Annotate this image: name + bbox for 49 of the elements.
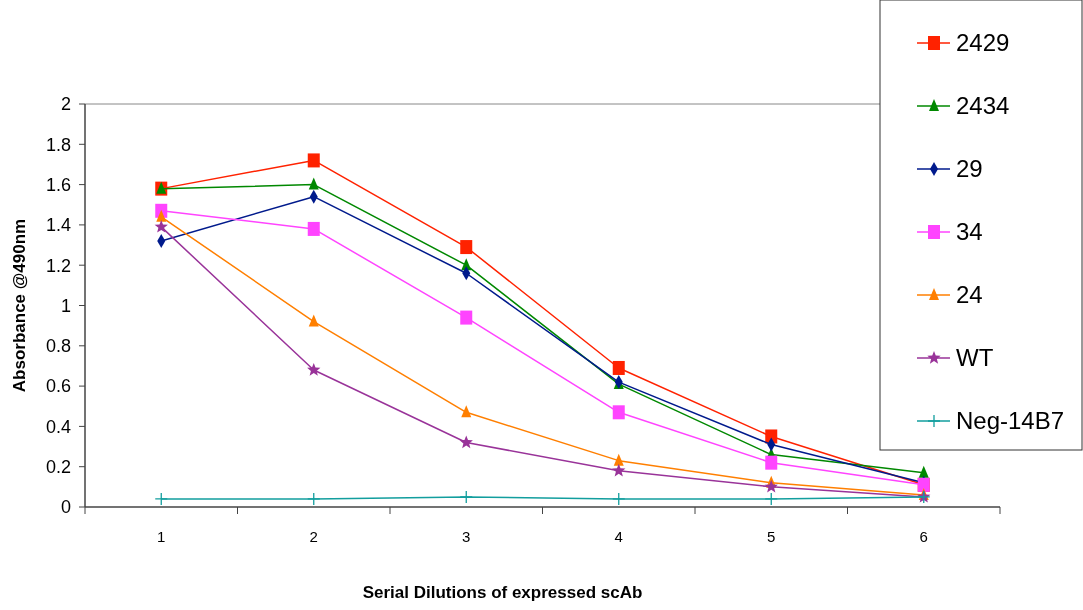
x-tick-label: 5 — [767, 528, 776, 545]
point — [308, 177, 319, 190]
y-tick-label: 0.2 — [45, 457, 71, 477]
legend-label: 24 — [956, 281, 983, 309]
y-tick-label: 1.6 — [45, 174, 71, 195]
point — [764, 479, 778, 493]
y-tick-label: 0.4 — [45, 416, 71, 437]
y-tick-label: 0 — [60, 497, 71, 518]
point — [154, 219, 168, 233]
point — [307, 362, 321, 376]
x-tick-label: 1 — [157, 528, 166, 545]
point — [765, 455, 778, 470]
y-tick-label: 2 — [60, 94, 71, 115]
legend-label: Neg-14B7 — [956, 407, 1065, 435]
point — [307, 492, 321, 506]
y-tick-label: 1 — [60, 295, 71, 316]
x-tick-label: 3 — [462, 528, 471, 545]
legend-label: 2434 — [956, 92, 1010, 120]
point — [459, 490, 473, 504]
x-tick-label: 2 — [309, 528, 318, 545]
y-tick-label: 1.2 — [45, 255, 71, 276]
point — [612, 492, 626, 506]
point — [764, 492, 778, 506]
point — [307, 221, 320, 236]
point — [460, 240, 473, 255]
y-tick-label: 1.8 — [45, 134, 71, 155]
point — [612, 360, 625, 375]
point — [308, 314, 319, 327]
y-tick-label: 0.6 — [45, 376, 71, 397]
point — [612, 405, 625, 420]
legend-label: WT — [956, 344, 994, 372]
legend-label: 29 — [956, 155, 983, 183]
point — [154, 492, 168, 506]
legend-label: 34 — [956, 218, 983, 246]
y-tick-label: 0.8 — [45, 336, 71, 357]
point — [307, 153, 320, 168]
point — [612, 463, 626, 477]
x-axis-title: Serial Dilutions of expressed scAb — [362, 583, 643, 602]
point — [461, 405, 472, 418]
x-tick-label: 4 — [614, 528, 623, 545]
legend-label: 2429 — [956, 29, 1010, 57]
point — [459, 435, 473, 449]
y-axis-title: Absorbance @490nm — [10, 218, 29, 393]
point — [918, 465, 929, 478]
y-tick-label: 1.4 — [45, 215, 71, 236]
point — [613, 453, 624, 466]
point — [156, 209, 167, 222]
x-tick-label: 6 — [919, 528, 928, 545]
point — [460, 310, 473, 325]
